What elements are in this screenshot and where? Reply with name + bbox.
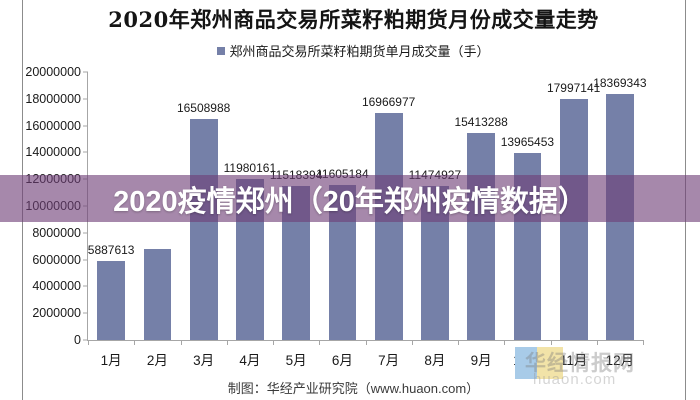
bar[interactable] [189,118,218,340]
bar-value-label: 18369343 [593,75,647,90]
y-axis-tick-mark [83,71,88,73]
x-axis-tick-mark [273,340,274,345]
y-axis-tick-mark [83,259,88,261]
x-axis-tick-label: 5月 [285,353,307,368]
y-axis-tick-label: 4000000 [32,279,81,294]
x-axis-tick-label: 1月 [100,353,122,368]
x-axis-tick-label: 10月 [513,353,542,368]
bar-value-label: 16508988 [176,100,231,115]
y-axis-tick-mark [83,151,88,153]
chart-legend: 郑州商品交易所菜籽粕期货单月成交量（手） [22,41,685,60]
x-axis-tick-mark [226,340,228,345]
legend-swatch-icon [217,46,226,55]
x-axis-tick-label: 6月 [331,353,353,368]
y-axis-tick-mark [83,339,88,341]
x-axis-tick-label: 2月 [146,353,168,368]
x-axis-tick-mark [319,340,321,345]
bar[interactable] [467,133,495,340]
x-axis-tick-mark [134,340,136,345]
chart-title: 2020年郑州商品交易所菜籽粕期货月份成交量走势 [108,7,599,32]
y-axis-tick-mark [83,312,88,314]
x-axis-tick-label: 3月 [193,353,215,368]
bar[interactable] [143,248,172,340]
x-axis-tick-mark [458,340,459,345]
bar-value-label: 17997141 [546,80,601,95]
y-axis-tick-label: 20000000 [25,65,81,79]
x-axis-tick-label: 7月 [378,353,400,368]
y-axis-tick-mark [83,232,88,234]
y-axis-tick-label: 16000000 [25,118,81,133]
x-axis-tick-mark [550,340,552,345]
x-axis-tick-label: 11月 [559,353,588,368]
x-axis-tick-mark [365,340,367,345]
bar[interactable] [97,261,125,340]
overlay-headline: 2020疫情郑州（20年郑州疫情数据） [113,185,587,218]
legend-label: 郑州商品交易所菜籽粕期货单月成交量（手） [229,44,490,59]
x-axis-tick-mark [88,340,89,345]
bar-slot: 15413288 [454,72,508,340]
bar-slot: 16508988 [177,72,230,340]
y-axis-tick-label: 8000000 [32,225,81,240]
x-axis-tick-mark [411,340,413,345]
bar-slot: 5887613 [88,72,134,340]
x-axis-tick-mark [504,340,506,345]
y-axis-tick-label: 14000000 [25,145,81,160]
x-axis-tick-label: 8月 [424,353,446,368]
bar-slot [134,72,180,340]
x-axis-tick-label: 4月 [239,353,261,368]
x-axis-tick-mark [596,340,598,345]
source-note: 制图：华经产业研究院（www.huaon.com） [227,381,480,396]
y-axis-tick-mark [83,285,88,287]
y-axis-tick-mark [83,98,88,100]
bar-value-label: 5887613 [87,243,135,258]
y-axis-tick-label: 18000000 [25,91,81,106]
bar-value-label: 15413288 [454,115,508,130]
bar[interactable] [374,112,403,340]
y-axis-tick-mark [83,125,88,127]
x-axis-tick-label: 12月 [605,353,635,368]
bar-value-label: 11980161 [223,161,277,176]
y-axis-tick-label: 2000000 [32,306,81,321]
bar-slot: 16966977 [362,72,415,340]
overlay-band [0,175,700,222]
x-axis-tick-mark [180,340,182,345]
bar-value-label: 16966977 [361,94,416,109]
y-axis-tick-label: 0 [74,333,81,347]
bar-value-label: 13965453 [500,134,555,149]
y-axis-tick-label: 6000000 [32,252,81,267]
x-axis-tick-mark [643,340,644,345]
x-axis-tick-label: 9月 [470,353,492,368]
